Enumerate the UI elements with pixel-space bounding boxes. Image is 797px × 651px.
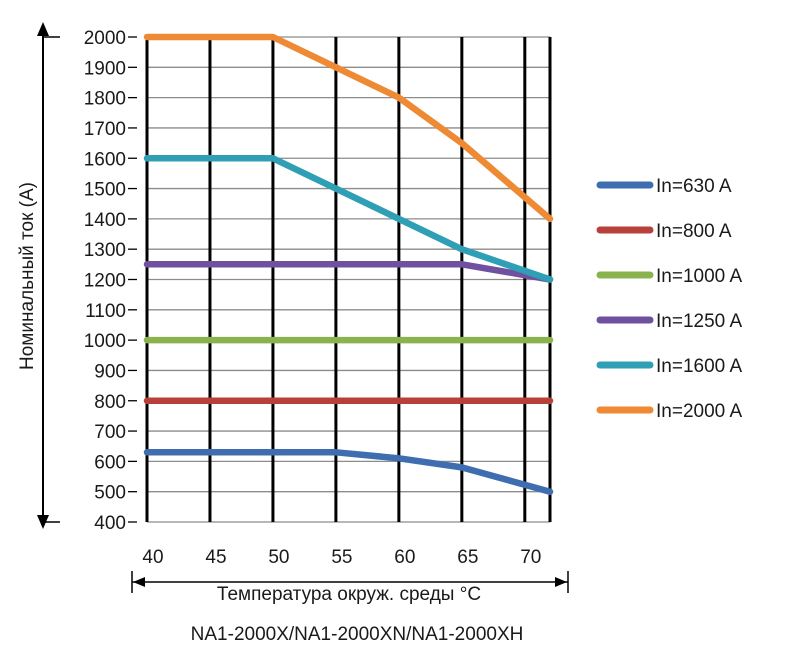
series-point	[549, 339, 551, 341]
series-point	[146, 36, 148, 38]
y-tick-label: 1400	[84, 210, 126, 231]
x-tick-labels: 40 45 50 55 60 65 70	[142, 547, 541, 568]
series-point	[272, 36, 274, 38]
series-point	[461, 248, 463, 250]
model-caption: NA1-2000X/NA1-2000XN/NA1-2000XH	[191, 624, 524, 645]
series-point	[461, 466, 463, 468]
y-tick-label: 1500	[84, 180, 126, 201]
series-line-630a	[143, 449, 554, 495]
x-tick-label: 40	[142, 547, 163, 568]
legend-label: In=1000 A	[656, 266, 742, 287]
y-axis-arrow	[37, 22, 49, 529]
y-tick-label: 500	[94, 483, 126, 504]
series-line-2000a	[143, 33, 554, 223]
y-axis-label: Номинальный ток (A)	[17, 182, 38, 370]
series-point	[146, 400, 148, 402]
series-point	[398, 97, 400, 99]
x-tick-label: 70	[520, 547, 541, 568]
y-tick-label: 400	[94, 513, 126, 534]
y-tick-label: 2000	[84, 28, 126, 49]
series-point	[398, 218, 400, 220]
x-axis-arrow	[131, 571, 569, 593]
y-tick-label: 1200	[84, 271, 126, 292]
series-point	[335, 66, 337, 68]
y-tick-label: 900	[94, 361, 126, 382]
legend-label: In=2000 A	[656, 401, 742, 422]
y-tick-label: 1900	[84, 58, 126, 79]
series-point	[549, 491, 551, 493]
series-point	[272, 157, 274, 159]
y-tick-label: 1600	[84, 149, 126, 170]
series-point	[398, 457, 400, 459]
x-axis-label: Температура окруж. среды °C	[217, 584, 481, 605]
x-tick-label: 55	[331, 547, 352, 568]
series-line-1600a	[143, 155, 554, 283]
series-point	[549, 400, 551, 402]
x-tick-label: 65	[457, 547, 478, 568]
y-tick-label: 600	[94, 452, 126, 473]
legend-label: In=1600 A	[656, 356, 742, 377]
series-point	[146, 451, 148, 453]
y-tick-label: 1100	[85, 301, 126, 322]
x-tick-label: 50	[268, 547, 289, 568]
vertical-gridlines	[145, 37, 552, 522]
series-point	[461, 142, 463, 144]
y-tick-label: 1800	[84, 89, 126, 110]
series-point	[549, 279, 551, 280]
series-point	[272, 263, 274, 265]
y-tick-labels: 400 500 600 700 800 900 1000 1100 1200 1300 1400 15…	[84, 28, 126, 534]
series-point	[146, 263, 148, 265]
series-point	[146, 157, 148, 159]
y-tick-label: 700	[94, 422, 126, 443]
legend-label: In=1250 A	[656, 311, 742, 332]
y-tick-label: 1700	[84, 119, 126, 140]
x-tick-label: 60	[394, 547, 415, 568]
series-point	[335, 451, 337, 453]
x-tick-label: 45	[205, 547, 226, 568]
y-tick-label: 1000	[84, 331, 126, 352]
series-point	[146, 339, 148, 341]
series-point	[272, 451, 274, 453]
y-tick-label: 800	[94, 392, 126, 413]
series-point	[461, 263, 463, 265]
series-lines	[143, 33, 554, 495]
y-tick-label: 1300	[84, 240, 126, 261]
series-point	[549, 218, 551, 220]
legend-label: In=630 A	[656, 176, 732, 197]
legend-label: In=800 A	[656, 221, 732, 242]
series-line-1250a	[143, 261, 554, 283]
series-point	[335, 188, 337, 190]
legend: In=630 A In=800 A In=1000 A In=1250 A In=160…	[596, 176, 742, 422]
